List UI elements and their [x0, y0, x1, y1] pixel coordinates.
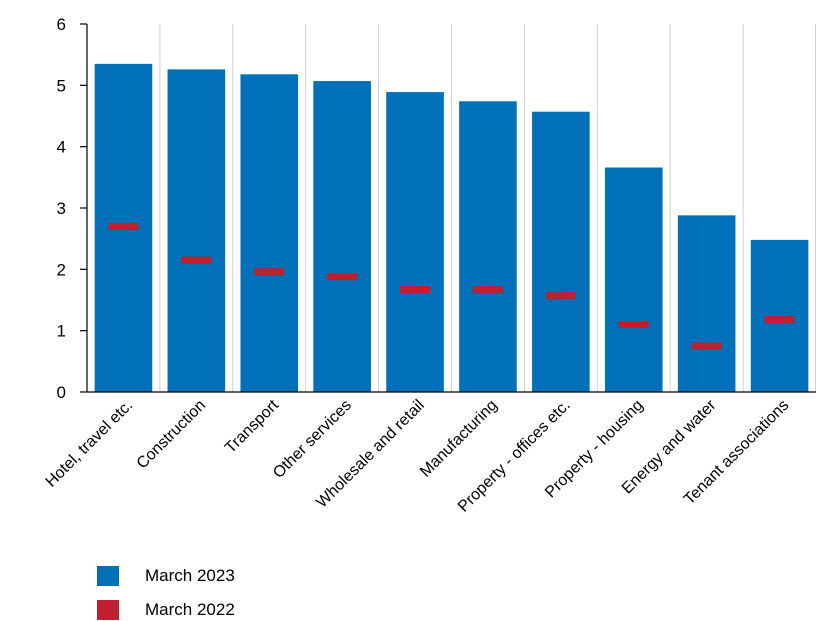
y-tick-label: 0	[57, 383, 66, 402]
legend-swatch	[97, 566, 119, 586]
bar	[386, 92, 444, 392]
dash-marker	[691, 342, 722, 350]
y-tick-label: 2	[57, 260, 66, 279]
y-tick-label: 5	[57, 76, 66, 95]
bar	[240, 74, 299, 392]
bar	[313, 81, 371, 392]
axes	[80, 23, 816, 393]
bar	[677, 215, 736, 392]
dash-marker	[764, 316, 795, 324]
dash-marker	[108, 222, 139, 230]
x-category-labels: Hotel, travel etc.Construction TransportO…	[43, 396, 793, 515]
dash-marker	[618, 321, 649, 329]
y-tick-label: 1	[57, 322, 66, 341]
legend-swatch	[97, 600, 119, 620]
dash-marker	[327, 273, 358, 281]
bar	[604, 167, 663, 392]
y-tick-label: 3	[57, 199, 66, 218]
bars-march-2023	[94, 63, 809, 393]
y-tick-label: 4	[57, 138, 66, 157]
x-category-label: Construction	[134, 397, 210, 473]
x-category-label: Other services	[270, 397, 355, 482]
y-tick-labels: 0 1 2 3 4 5 6	[57, 15, 66, 402]
legend: March 2023 March 2022	[97, 566, 235, 620]
bar	[750, 239, 809, 392]
bar	[459, 101, 517, 392]
dash-marker	[472, 286, 503, 294]
x-category-label: Hotel, travel etc.	[43, 397, 137, 491]
legend-label: March 2022	[145, 600, 235, 619]
dash-marker	[400, 286, 431, 294]
y-tick-label: 6	[57, 15, 66, 34]
bar	[167, 69, 226, 393]
x-category-label: Transport	[222, 396, 282, 456]
dash-marker	[254, 268, 285, 276]
x-category-label: Manufacturing	[417, 397, 501, 481]
dashes-march-2022	[108, 222, 795, 350]
bar	[532, 111, 590, 392]
dash-marker	[181, 256, 212, 264]
legend-label: March 2023	[145, 566, 235, 585]
dash-marker	[545, 292, 576, 300]
